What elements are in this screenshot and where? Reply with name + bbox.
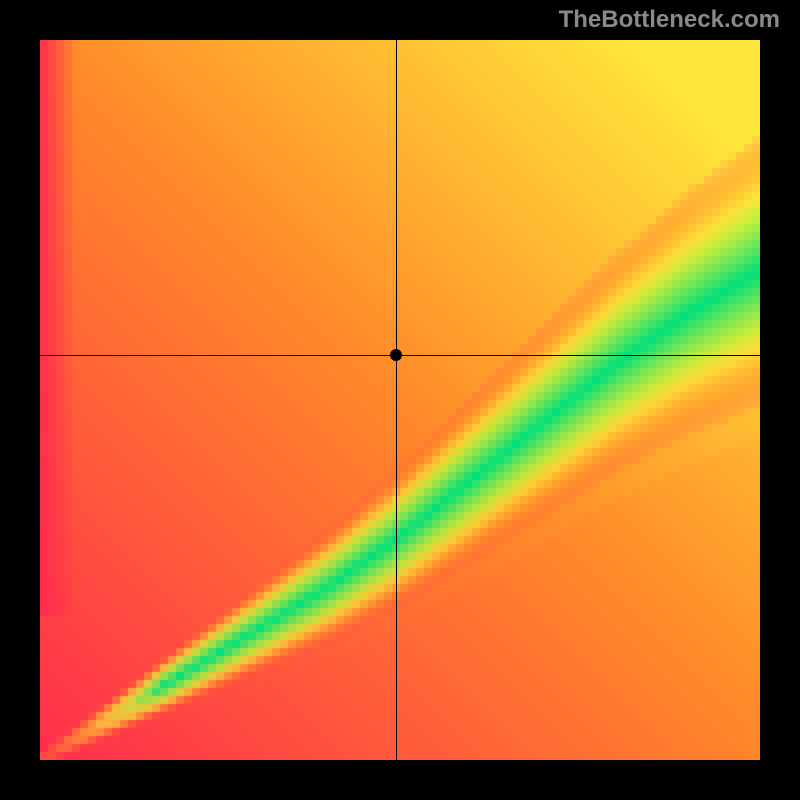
marker-dot — [390, 349, 402, 361]
chart-container: TheBottleneck.com — [0, 0, 800, 800]
watermark-text: TheBottleneck.com — [559, 6, 780, 34]
plot-area — [40, 40, 760, 760]
crosshair-vertical — [396, 40, 397, 760]
heatmap-canvas — [40, 40, 760, 760]
